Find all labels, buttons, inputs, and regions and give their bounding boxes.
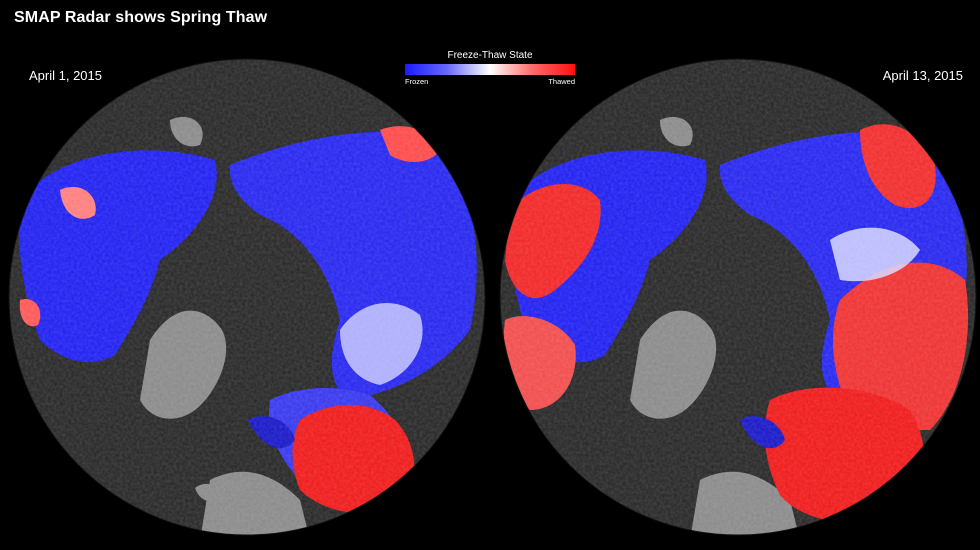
map-border-right [499,58,977,536]
legend-color-bar [405,64,575,75]
texture-left [9,59,485,535]
texture-right [500,59,976,535]
legend-thawed-label: Thawed [548,77,575,86]
legend-title: Freeze-Thaw State [447,50,533,61]
map-date-right: April 13, 2015 [882,68,963,83]
legend-frozen-label: Frozen [405,77,429,86]
map-border-left [8,58,486,536]
page-title: SMAP Radar shows Spring Thaw [14,9,268,26]
freeze-thaw-legend: Freeze-Thaw State Frozen Thawed [405,50,575,86]
polar-map-right [500,59,976,535]
map-date-left: April 1, 2015 [29,68,102,83]
